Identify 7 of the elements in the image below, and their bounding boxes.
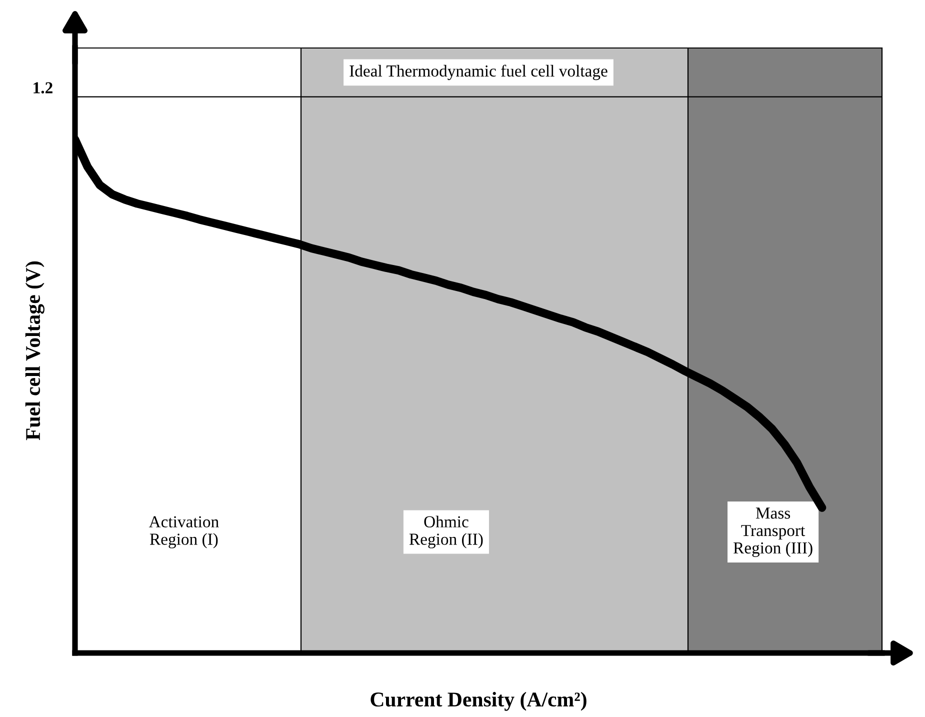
text: 1.2 xyxy=(34,82,52,94)
annotation: Activation Region (I) xyxy=(148,516,219,548)
y-axis-title: Fuel cell Voltage (V) xyxy=(25,261,44,440)
annotation: Mass Transport Region (III) xyxy=(734,508,812,558)
x-axis-title: Current Density (A/cm²) xyxy=(370,692,586,711)
text: Ideal Thermodynamic fuel cell voltage xyxy=(350,64,608,80)
annotation: Ohmic Region (II) xyxy=(409,516,483,548)
